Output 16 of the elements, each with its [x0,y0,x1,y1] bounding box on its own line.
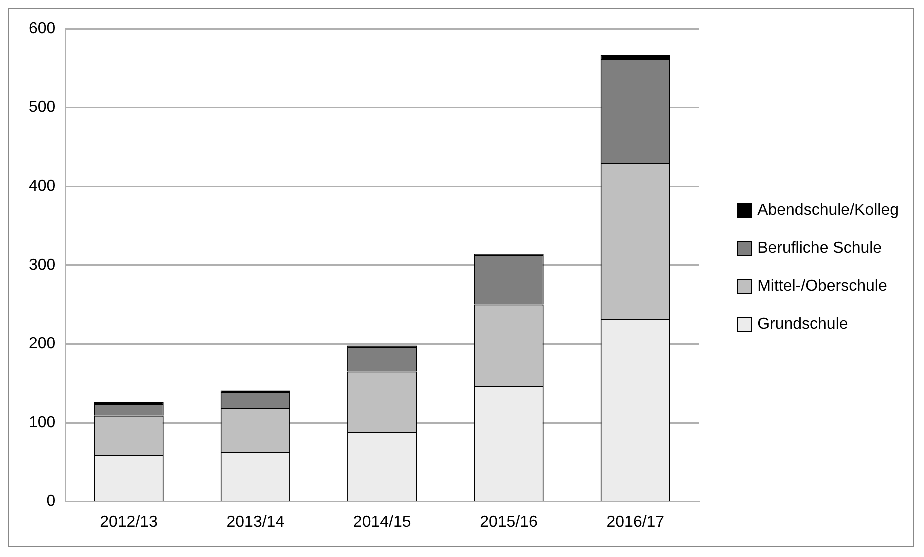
y-tick-label: 600 [28,20,56,38]
y-tick-label: 100 [28,414,56,432]
legend-label: Mittel-/Oberschule [758,278,888,296]
x-tick-label: 2012/13 [100,514,158,531]
legend-label: Berufliche Schule [758,240,882,258]
y-tick-label: 500 [28,99,56,116]
x-tick-label: 2014/15 [353,514,412,531]
y-tick-label: 300 [28,256,56,274]
y-tick-label: 200 [28,336,56,353]
y-tick-label: 0 [46,493,56,510]
legend-label: Abendschule/Kolleg [758,202,899,220]
x-tick-label: 2013/14 [226,514,285,531]
y-tick-label: 400 [28,178,56,196]
x-tick-label: 2016/17 [606,514,665,531]
x-tick-label: 2015/16 [480,514,538,531]
legend-label: Grundschule [758,316,848,334]
